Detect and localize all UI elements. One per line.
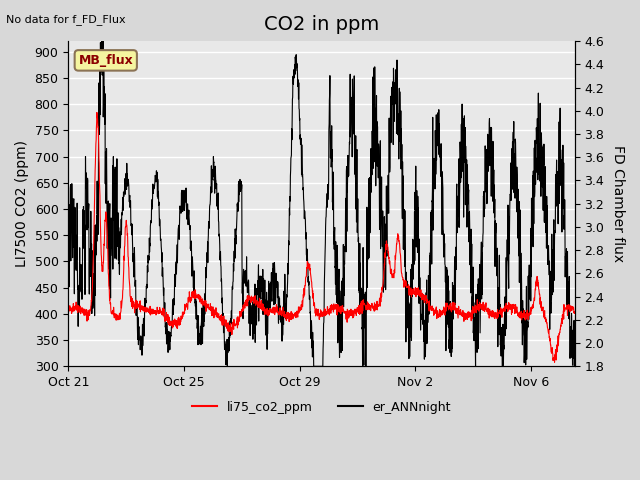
Legend: li75_co2_ppm, er_ANNnight: li75_co2_ppm, er_ANNnight: [187, 396, 456, 419]
Y-axis label: LI7500 CO2 (ppm): LI7500 CO2 (ppm): [15, 140, 29, 267]
Y-axis label: FD Chamber flux: FD Chamber flux: [611, 145, 625, 262]
Text: MB_flux: MB_flux: [79, 54, 133, 67]
Text: No data for f_FD_Flux: No data for f_FD_Flux: [6, 14, 126, 25]
Title: CO2 in ppm: CO2 in ppm: [264, 15, 379, 34]
